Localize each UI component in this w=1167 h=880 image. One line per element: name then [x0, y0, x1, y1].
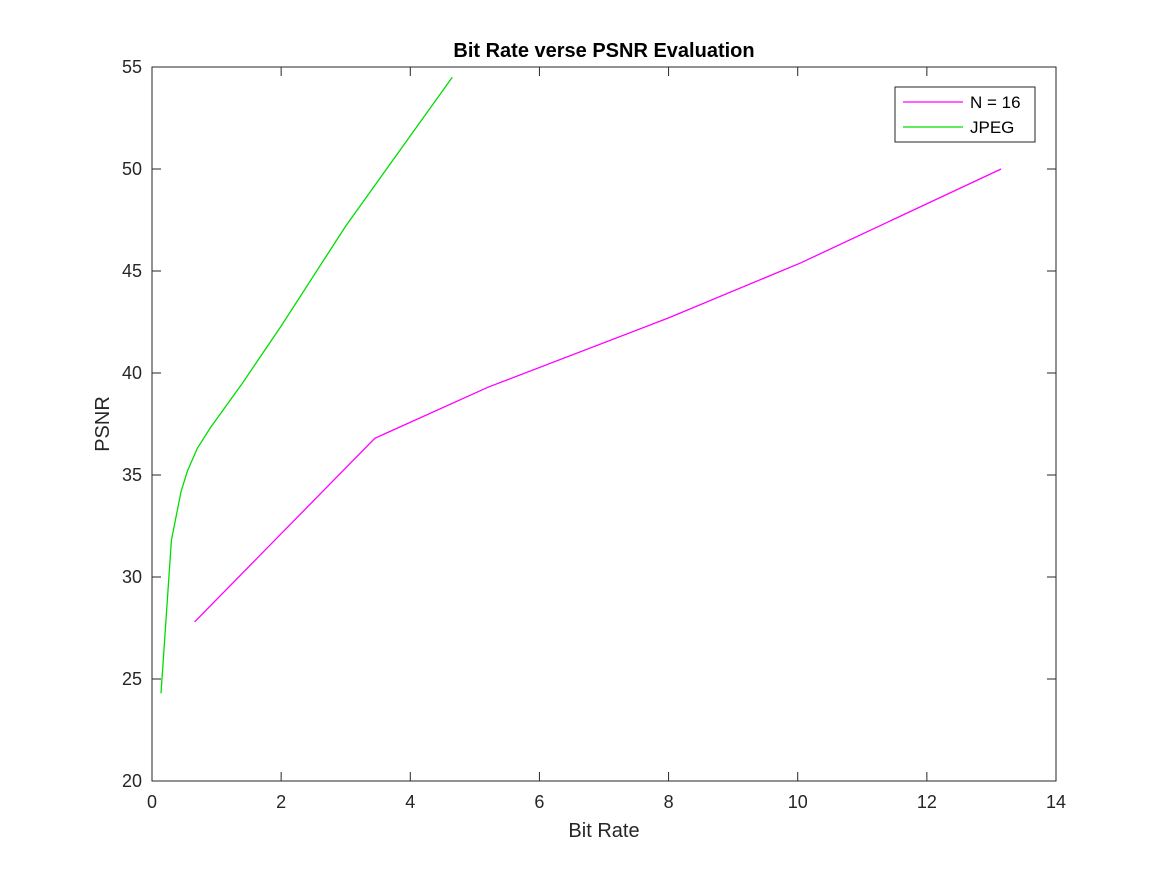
axes-box [151, 66, 1057, 782]
legend-box [894, 86, 1036, 143]
y-tick-label: 50 [122, 159, 142, 179]
axes-layer: 0 2 4 6 8 10 12 14 20 25 30 35 40 45 50 55 [122, 57, 1066, 812]
y-tick-label: 25 [122, 669, 142, 689]
x-tick-label: 12 [917, 792, 937, 812]
x-tick-label: 14 [1046, 792, 1066, 812]
legend: N = 16 JPEG [894, 86, 1036, 143]
x-tick-label: 8 [664, 792, 674, 812]
series-layer [160, 76, 1002, 694]
y-tick-label: 45 [122, 261, 142, 281]
x-tick-label: 4 [405, 792, 415, 812]
series-line-jpeg [160, 76, 453, 694]
legend-label-n16: N = 16 [970, 93, 1021, 112]
y-tick-label: 35 [122, 465, 142, 485]
legend-label-jpeg: JPEG [970, 118, 1014, 137]
plot-area [152, 67, 1056, 781]
chart-title: Bit Rate verse PSNR Evaluation [453, 40, 754, 62]
x-tick-label: 0 [147, 792, 157, 812]
x-tick-label: 6 [534, 792, 544, 812]
y-tick-label: 20 [122, 771, 142, 791]
series-line-n-16 [194, 168, 1002, 623]
y-axis-label: PSNR [92, 396, 114, 452]
y-tick-label: 40 [122, 363, 142, 383]
x-axis-label: Bit Rate [568, 820, 639, 842]
y-tick-label: 55 [122, 57, 142, 77]
x-tick-label: 2 [276, 792, 286, 812]
y-tick-label: 30 [122, 567, 142, 587]
x-tick-label: 10 [788, 792, 808, 812]
